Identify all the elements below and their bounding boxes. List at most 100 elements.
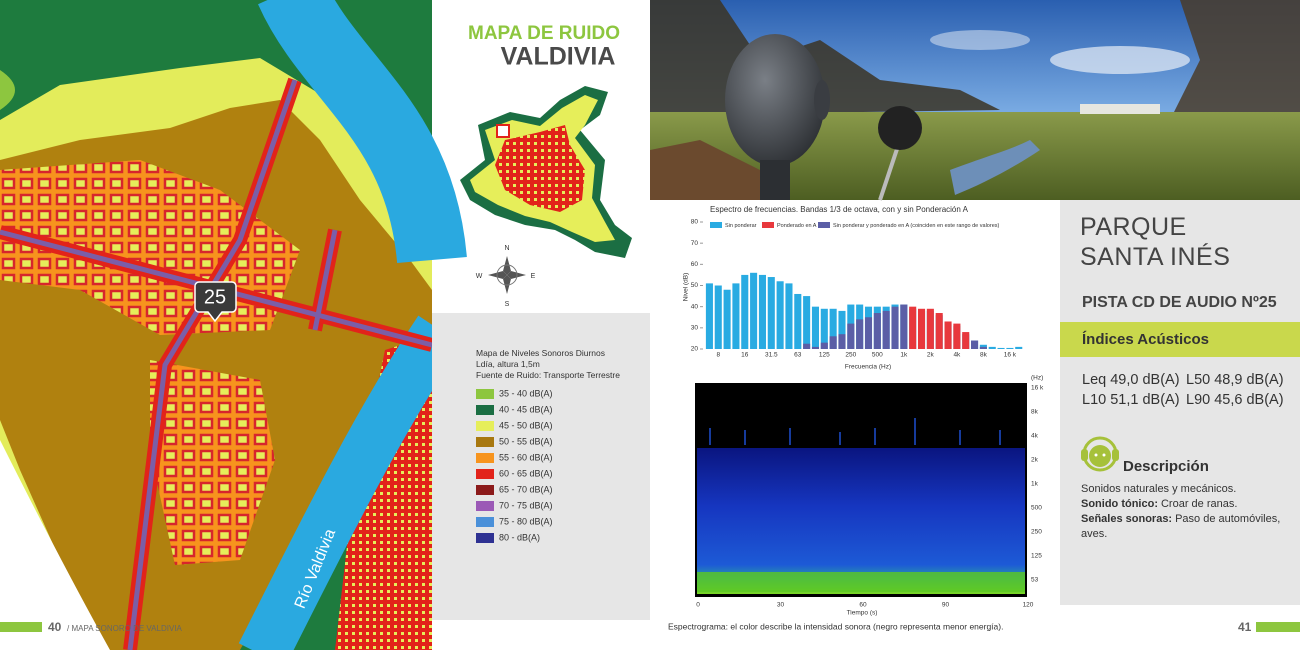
spectrogram-y-label: 4k [1031, 433, 1039, 440]
noise-map: 25 Río Valdivia [0, 0, 467, 650]
bar [909, 306, 917, 349]
x-tick-label: 31.5 [765, 352, 778, 359]
bar [882, 310, 890, 349]
x-tick-label: 500 [872, 352, 883, 359]
description-text: Sonidos naturales y mecánicos. [1081, 483, 1237, 495]
photo-mic-stand [878, 139, 902, 201]
bar [811, 346, 820, 349]
index-value: L10 51,1 dB(A) [1082, 392, 1180, 408]
spectrogram-caption: Espectrograma: el color describe la inte… [668, 621, 1003, 631]
legend-label: 80 - dB(A) [499, 532, 540, 542]
y-tick-label: 50 [691, 282, 699, 289]
bar [935, 313, 943, 349]
y-tick-label: 30 [691, 325, 699, 332]
bar [820, 308, 828, 349]
bar [705, 283, 713, 349]
icon-ear [1081, 449, 1088, 461]
bar [971, 340, 979, 349]
bar [829, 308, 837, 349]
legend-caption: Mapa de Niveles Sonoros Diurnos Ldía, al… [476, 348, 620, 381]
bar [1006, 347, 1014, 349]
x-tick-label: 8k [980, 352, 988, 359]
photo-stream [950, 140, 1040, 195]
legend-panel [432, 313, 650, 620]
bar [953, 323, 961, 349]
bar [847, 323, 855, 349]
index-value: L90 45,6 dB(A) [1186, 392, 1284, 408]
map-legend: 35 - 40 dB(A) 40 - 45 dB(A) 45 - 50 dB(A) 5… [476, 388, 553, 543]
indices-band: Índices Acústicos [1060, 322, 1300, 357]
headset-icon [1081, 436, 1119, 472]
place-name: SANTA INÉS [1080, 243, 1231, 271]
index-value: L50 48,9 dB(A) [1186, 372, 1284, 388]
bar [750, 272, 758, 349]
spectrogram-streaks [709, 418, 1001, 445]
legend-label: 35 - 40 dB(A) [499, 388, 553, 398]
description-key: Sonido tónico: [1081, 498, 1158, 510]
x-axis-label: Frecuencia (Hz) [845, 364, 891, 371]
bar [838, 310, 846, 349]
legend-label: 55 - 60 dB(A) [499, 452, 553, 462]
bar [820, 342, 828, 349]
river [238, 315, 462, 650]
bar [829, 336, 837, 349]
photo-dummy-neck [760, 160, 790, 200]
compass-label: N [504, 245, 509, 252]
x-tick-label: 2k [927, 352, 935, 359]
map-zone [0, 70, 15, 110]
caption-line: Ldía, altura 1,5m [476, 359, 540, 369]
photo [650, 0, 1300, 201]
legend-swatch [476, 437, 494, 447]
bar [997, 347, 1005, 349]
bar [917, 308, 926, 349]
compass-label: S [505, 301, 510, 308]
indices-title: Índices Acústicos [1082, 331, 1209, 348]
icon-face [1089, 445, 1111, 467]
description-line: Sonido tónico: Croar de ranas. [1081, 497, 1281, 512]
description-line: Señales sonoras: Paso de automóviles, ave… [1081, 512, 1281, 542]
bar [732, 283, 740, 349]
spectrogram [695, 383, 1027, 597]
spectrogram-x-tick: 120 [1023, 602, 1034, 609]
description-line: Sonidos naturales y mecánicos. [1081, 482, 1281, 497]
overview-title: VALDIVIA [501, 43, 616, 71]
legend-swatch [476, 421, 494, 431]
mini-map-marker [496, 124, 510, 138]
description-key: Señales sonoras: [1081, 513, 1173, 525]
bar [962, 332, 970, 349]
legend-swatch [476, 485, 494, 495]
description-text: Paso de automóviles, aves. [1081, 513, 1281, 540]
map-marker [194, 281, 237, 323]
x-tick-label: 4k [953, 352, 961, 359]
legend-swatch [710, 222, 722, 228]
description-text: Croar de ranas. [1160, 498, 1238, 510]
caption-line: Mapa de Niveles Sonoros Diurnos [476, 348, 605, 358]
bar [926, 308, 934, 349]
y-tick-label: 80 [691, 219, 699, 226]
legend-swatch [476, 405, 494, 415]
bar [988, 346, 996, 349]
legend-swatch [476, 453, 494, 463]
bar [776, 281, 784, 349]
chart-title: Espectro de frecuencias. Bandas 1/3 de o… [710, 205, 969, 214]
legend-swatch [476, 533, 494, 543]
running-title: / MAPA SONORO DE VALDIVIA [67, 624, 183, 633]
map-city [150, 360, 275, 565]
legend-label: 40 - 45 dB(A) [499, 404, 553, 414]
description: Sonidos naturales y mecánicos. Sonido tó… [1081, 482, 1281, 542]
spectrogram-unit: (Hz) [1031, 375, 1043, 382]
spectrogram-x-label: Tiempo (s) [847, 610, 878, 617]
photo-mic [878, 106, 922, 150]
legend-swatch [476, 501, 494, 511]
bar [856, 319, 864, 349]
footer-bar [1256, 622, 1300, 632]
audio-track: PISTA CD DE AUDIO Nº25 [1082, 294, 1277, 311]
overview-title: MAPA DE RUIDO [468, 23, 620, 44]
bar [794, 293, 802, 349]
y-tick-label: 70 [691, 240, 699, 247]
mini-map-city [495, 125, 585, 212]
info-panel: PARQUE SANTA INÉS PISTA CD DE AUDIO Nº25… [1060, 200, 1300, 605]
legend-label: 45 - 50 dB(A) [499, 420, 553, 430]
map-outside [0, 440, 110, 650]
